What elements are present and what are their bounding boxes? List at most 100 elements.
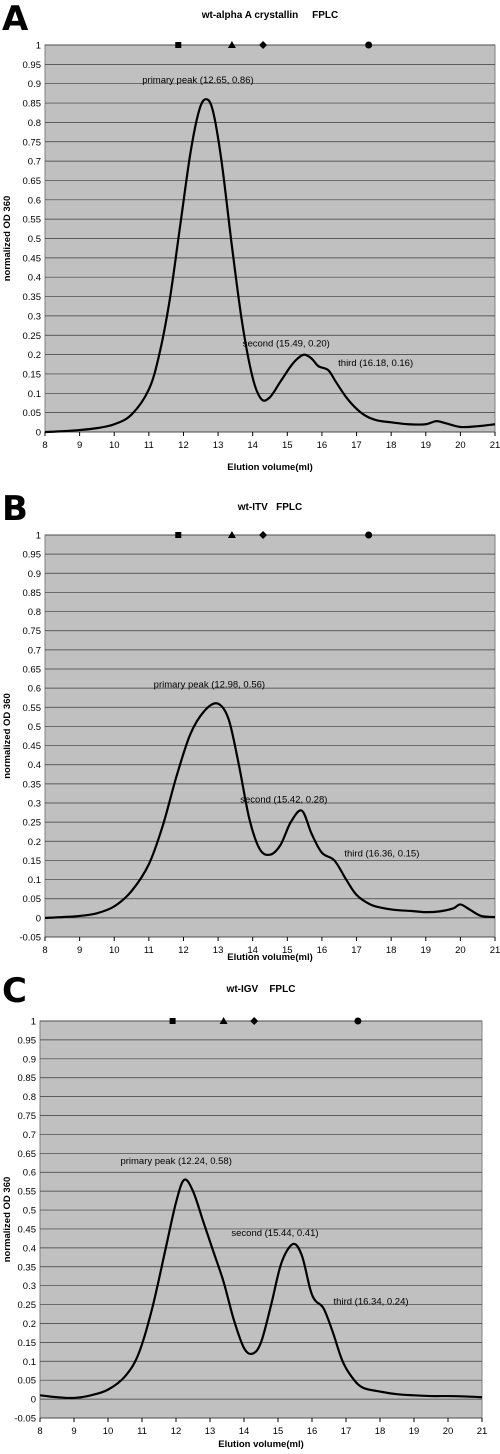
y-tick-label: 0.85 [23,99,42,110]
y-tick-label: 0.6 [28,684,41,695]
y-tick-label: 0.4 [23,1243,36,1254]
x-tick-label: 17 [351,440,362,451]
y-tick-label: 0.5 [28,234,41,245]
y-tick-label: 0.55 [18,1187,37,1198]
x-tick-label: 8 [42,945,47,956]
y-tick-label: 0.35 [18,1262,37,1273]
diamond-marker [259,41,268,49]
y-tick-label: 0.55 [23,215,42,226]
x-tick-label: 19 [420,440,431,451]
x-tick-label: 11 [144,945,154,956]
x-tick-label: 14 [247,945,258,956]
x-tick-label: 8 [42,440,47,451]
x-tick-label: 10 [109,440,120,451]
y-tick-label: 0.4 [28,760,41,771]
y-tick-label: 0.05 [23,408,42,419]
x-tick-label: 19 [409,1426,420,1437]
x-tick-label: 11 [144,440,154,451]
x-tick-label: 21 [490,945,500,956]
y-tick-label: 0.9 [28,569,41,580]
x-tick-label: 12 [178,945,189,956]
y-tick-label: 0.3 [23,1281,36,1292]
x-tick-label: 18 [375,1426,386,1437]
peak-annotation: primary peak (12.24, 0.58) [120,1156,231,1167]
y-tick-label: 0 [31,1395,36,1406]
y-tick-label: 0.25 [23,818,42,829]
y-tick-label: 0.25 [23,331,42,342]
y-axis-label: normalized OD 360 [2,196,13,282]
x-tick-label: 21 [490,440,500,451]
x-tick-label: 17 [351,945,362,956]
y-tick-label: 0.8 [28,118,41,129]
x-tick-label: 13 [213,945,224,956]
x-tick-label: 9 [77,440,82,451]
y-tick-label: -0.05 [19,933,41,944]
y-tick-label: 0.05 [18,1376,37,1387]
peak-annotation: primary peak (12.98, 0.56) [154,679,265,690]
series-line [44,98,496,434]
y-tick-label: 0.65 [23,665,42,676]
y-tick-label: 0.45 [23,253,42,264]
x-tick-label: 20 [455,440,466,451]
y-tick-label: 0.95 [18,1035,37,1046]
y-tick-label: 0.1 [28,389,41,400]
x-tick-label: 20 [455,945,466,956]
x-tick-label: 16 [317,440,328,451]
x-tick-label: 15 [282,945,293,956]
x-tick-label: 12 [171,1426,182,1437]
y-axis-label: normalized OD 360 [2,1177,13,1263]
y-tick-label: 0.75 [23,137,42,148]
peak-annotation: third (16.18, 0.16) [338,358,413,369]
y-tick-label: 0.2 [28,837,41,848]
chart-title: wt-IGV FPLC [226,984,296,995]
y-tick-label: 0.95 [23,550,42,561]
y-tick-label: 0.65 [18,1149,37,1160]
y-tick-label: 0.75 [18,1111,37,1122]
y-tick-label: 0.65 [23,176,42,187]
chart-title: wt-ITV FPLC [237,502,302,513]
y-tick-label: 0.3 [28,311,41,322]
panel-letter: B [2,489,28,529]
square-marker [175,42,182,48]
y-tick-label: 0.1 [23,1357,36,1368]
y-tick-label: 0.2 [23,1319,36,1330]
circle-marker [365,531,373,539]
x-tick-label: 19 [420,945,431,956]
square-marker [175,532,182,538]
triangle-marker [227,531,236,538]
triangle-marker [219,1017,228,1024]
y-tick-label: 0.15 [18,1338,37,1349]
plot-area [44,534,496,938]
y-tick-label: 0.2 [28,350,41,361]
x-tick-label: 9 [77,945,82,956]
x-axis-label: Elution volume(ml) [218,1439,304,1450]
peak-annotation: third (16.36, 0.15) [344,848,419,859]
square-marker [169,1018,176,1024]
y-tick-label: 0.8 [23,1092,36,1103]
y-tick-label: 0.5 [23,1206,36,1217]
x-tick-label: 11 [137,1426,147,1437]
x-axis-label: Elution volume(ml) [227,462,313,473]
y-tick-label: 1 [36,531,41,542]
x-tick-label: 16 [317,945,328,956]
x-tick-label: 10 [109,945,120,956]
y-tick-label: 0.15 [23,369,42,380]
panel-letter: A [2,0,29,39]
x-tick-label: 18 [386,945,397,956]
y-tick-label: 0.7 [28,157,41,168]
y-tick-label: 0.6 [28,195,41,206]
y-tick-label: 0.05 [23,894,42,905]
y-tick-label: 0.85 [18,1073,37,1084]
peak-annotation: second (15.42, 0.28) [240,795,327,806]
y-tick-label: 1 [31,1017,36,1028]
chart-title: wt-alpha A crystallin FPLC [201,10,339,21]
y-tick-label: 0.45 [23,741,42,752]
y-tick-label: 0.4 [28,273,41,284]
x-tick-label: 16 [307,1426,318,1437]
x-tick-label: 21 [477,1426,488,1437]
y-tick-label: 0.95 [23,60,42,71]
y-tick-label: 1 [36,41,41,52]
